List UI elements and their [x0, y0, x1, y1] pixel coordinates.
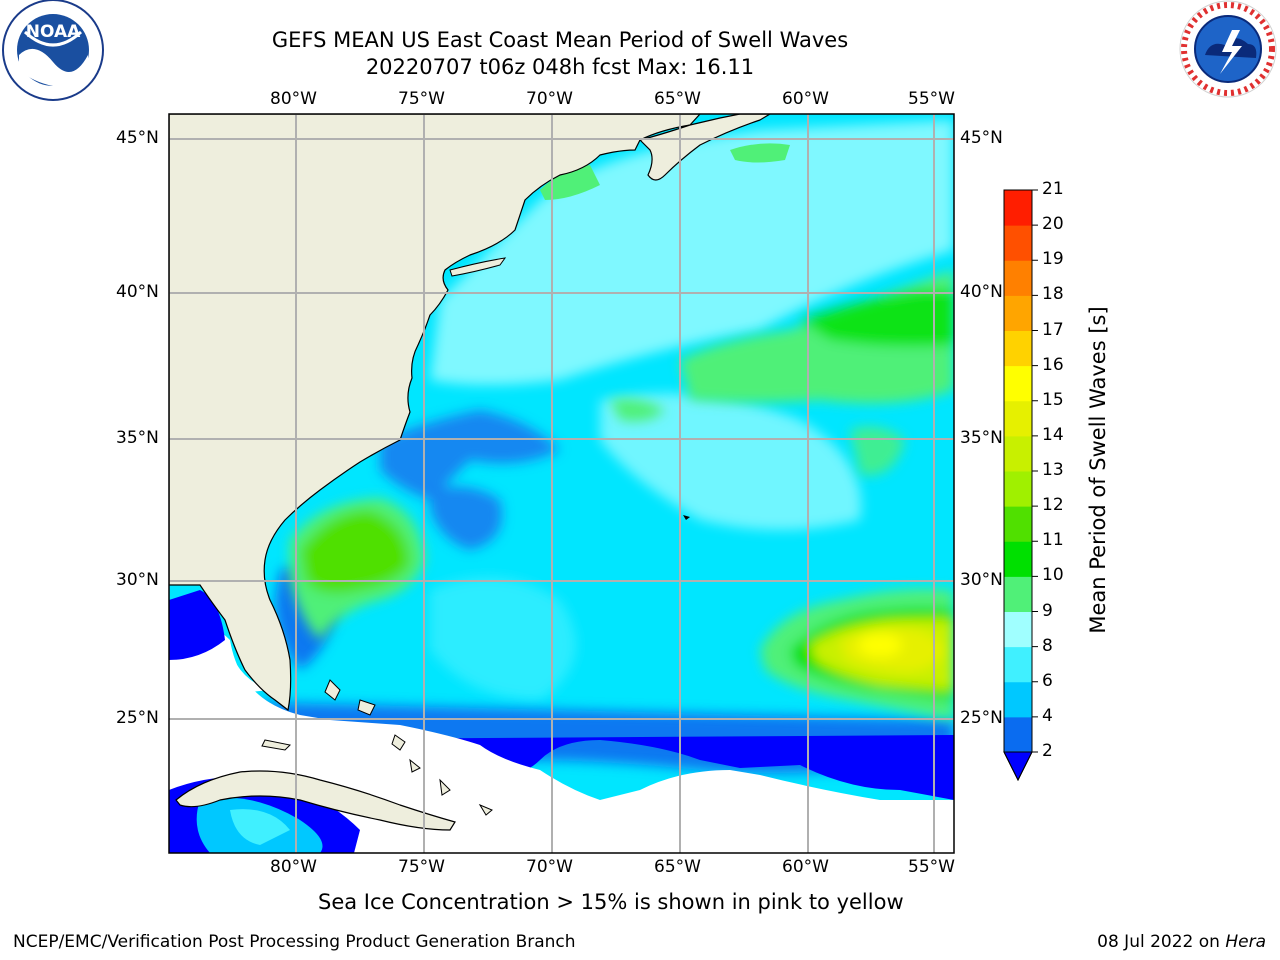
map-gridlines — [169, 114, 954, 853]
colorbar-tick-label: 17 — [1042, 319, 1064, 340]
colorbar-tick-label: 20 — [1042, 214, 1064, 235]
noaa-logo: NOAA — [2, 0, 104, 101]
colorbar-bin — [1004, 541, 1032, 577]
colorbar-tick-label: 8 — [1042, 635, 1053, 656]
footer-host: Hera — [1225, 932, 1266, 952]
cuba-land — [175, 770, 456, 831]
lon-label-bottom: 60°W — [782, 857, 829, 877]
footer-date: 08 Jul 2022 on Hera — [1097, 932, 1266, 952]
noaa-logo-text: NOAA — [26, 22, 81, 42]
lat-label-right: 45°N — [960, 128, 1003, 148]
lon-label-top: 70°W — [526, 89, 573, 109]
colorbar-bin — [1004, 190, 1032, 226]
lon-label-bottom: 75°W — [398, 857, 445, 877]
lat-label-left: 45°N — [116, 128, 159, 148]
colorbar-bin — [1004, 260, 1032, 296]
lon-label-top: 65°W — [654, 89, 701, 109]
nws-logo — [1179, 0, 1277, 98]
lon-label-bottom: 80°W — [270, 857, 317, 877]
lon-label-top: 55°W — [908, 89, 955, 109]
colorbar-bin — [1004, 506, 1032, 542]
colorbar-tick-label: 18 — [1042, 284, 1064, 305]
colorbar-tick-label: 4 — [1042, 705, 1053, 726]
chart-title: GEFS MEAN US East Coast Mean Period of S… — [271, 28, 849, 52]
map-frame — [168, 113, 955, 854]
lat-label-right: 35°N — [960, 428, 1003, 448]
colorbar-bin — [1004, 225, 1032, 261]
colorbar-tick-label: 2 — [1042, 741, 1053, 761]
colorbar-tick-label: 11 — [1042, 530, 1064, 551]
colorbar-bin — [1004, 471, 1032, 507]
colorbar-bin — [1004, 576, 1032, 612]
map-area — [169, 114, 954, 853]
colorbar-extend-triangle — [1003, 751, 1033, 782]
lon-label-top: 80°W — [270, 89, 317, 109]
colorbar-tick-label: 14 — [1042, 424, 1064, 445]
colorbar-tick-label: 12 — [1042, 495, 1064, 516]
lat-label-left: 40°N — [116, 282, 159, 302]
footer-date-text: 08 Jul 2022 on — [1097, 932, 1226, 952]
colorbar — [1003, 189, 1038, 782]
colorbar-bin — [1004, 716, 1032, 753]
chart-subtitle: 20220707 t06z 048h fcst Max: 16.11 — [365, 55, 755, 79]
colorbar-tick-label: 9 — [1042, 600, 1053, 621]
colorbar-tick-label: 19 — [1042, 249, 1064, 270]
lat-label-left: 30°N — [116, 570, 159, 590]
footer-credit: NCEP/EMC/Verification Post Processing Pr… — [13, 932, 576, 952]
north-america-land — [169, 114, 701, 712]
colorbar-tick-label: 15 — [1042, 389, 1064, 410]
colorbar-bin — [1004, 400, 1032, 437]
lat-label-right: 40°N — [960, 282, 1003, 302]
colorbar-tick-label: 16 — [1042, 354, 1064, 375]
colorbar-bin — [1004, 330, 1032, 367]
lat-label-right: 30°N — [960, 570, 1003, 590]
colorbar-label: Mean Period of Swell Waves [s] — [1086, 306, 1110, 634]
colorbar-bin — [1004, 435, 1032, 472]
lon-label-top: 75°W — [398, 89, 445, 109]
colorbar-bin — [1004, 365, 1032, 402]
lon-label-bottom: 65°W — [654, 857, 701, 877]
colorbar-bin — [1004, 295, 1032, 331]
colorbar-tick-label: 10 — [1042, 565, 1064, 586]
colorbar-bin — [1004, 611, 1032, 648]
lon-label-top: 60°W — [782, 89, 829, 109]
lon-label-bottom: 70°W — [526, 857, 573, 877]
lat-label-left: 35°N — [116, 428, 159, 448]
colorbar-tick-label: 6 — [1042, 670, 1053, 691]
lon-label-bottom: 55°W — [908, 857, 955, 877]
colorbar-bin — [1004, 646, 1032, 683]
lat-label-right: 25°N — [960, 708, 1003, 728]
colorbar-bin — [1004, 681, 1032, 718]
colorbar-tick-label: 13 — [1042, 460, 1064, 480]
sea-ice-caption: Sea Ice Concentration > 15% is shown in … — [318, 890, 904, 914]
lat-label-left: 25°N — [116, 708, 159, 728]
colorbar-tick-label: 21 — [1042, 179, 1064, 199]
